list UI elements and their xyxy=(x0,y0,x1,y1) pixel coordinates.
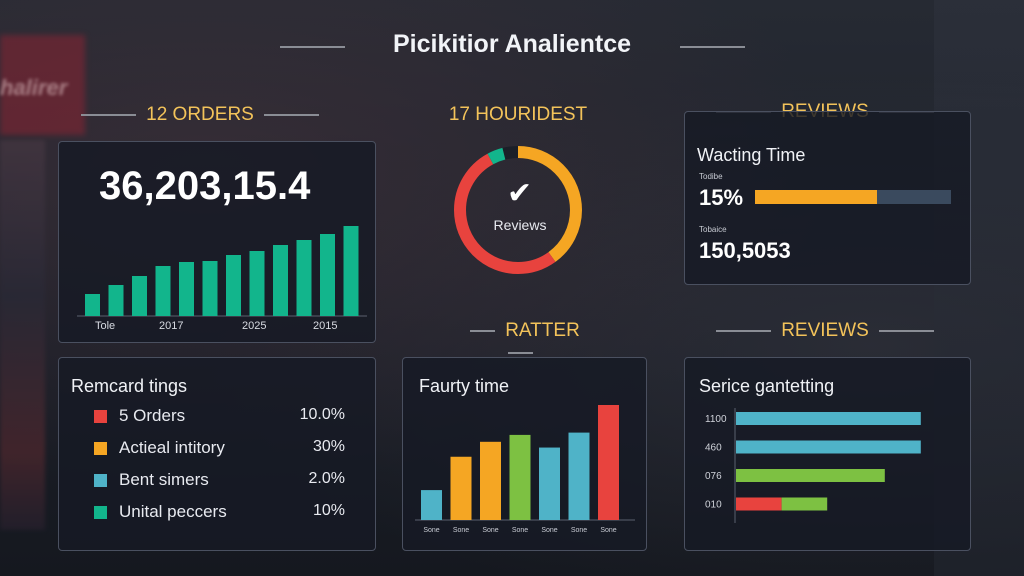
orders-section-label: 12 ORDERS xyxy=(55,104,345,126)
orders-bar xyxy=(179,262,194,316)
orders-label-text: 12 ORDERS xyxy=(146,104,254,125)
donut-section-label: 17 HOURIDEST xyxy=(448,104,588,125)
orders-bar xyxy=(226,255,241,316)
ratter-x-tick: Sone xyxy=(482,527,498,534)
ratter-bar xyxy=(539,447,560,520)
orders-x-tick: Tole xyxy=(95,320,116,332)
legend-item[interactable]: Bent simers 2.0% xyxy=(59,470,359,492)
row1-value: 15% xyxy=(699,185,744,210)
divider xyxy=(878,329,934,332)
service-row-label: 460 xyxy=(705,443,722,454)
divider xyxy=(470,329,496,332)
background-sign-text: halirer xyxy=(0,75,68,100)
legend-item-label: Unital peccers xyxy=(119,502,227,521)
ratter-title: Faurty time xyxy=(419,376,510,396)
orders-bar xyxy=(155,266,171,316)
orders-bar xyxy=(85,294,100,316)
service-bar-segment xyxy=(736,440,921,454)
legend-item-value: 30% xyxy=(312,438,345,455)
ratter-bar xyxy=(509,434,531,520)
ratter-bar xyxy=(421,490,442,520)
orders-bar xyxy=(249,251,265,316)
ratter-x-tick: Sone xyxy=(423,527,439,534)
service-bar-segment xyxy=(736,497,782,511)
waiting-time-progress xyxy=(755,190,951,204)
page-title: Picikitior Analientce xyxy=(392,30,632,58)
service-row-label: 1100 xyxy=(705,414,727,425)
service-bar-segment xyxy=(736,412,921,425)
ratter-x-tick: Sone xyxy=(512,527,528,534)
orders-x-tick: 2017 xyxy=(159,320,184,332)
divider xyxy=(81,113,137,116)
row2-value: 150,5053 xyxy=(699,238,791,263)
reviews-bottom-section-label: REVIEWS xyxy=(700,320,950,342)
legend-item-value: 10.0% xyxy=(299,406,345,423)
orders-bar xyxy=(273,245,288,316)
service-title: Serice gantetting xyxy=(699,376,835,396)
waiting-time-title: Wacting Time xyxy=(697,145,806,165)
legend-panel[interactable]: Remcard tings 5 Orders 10.0% Actieal int… xyxy=(58,357,376,551)
legend-item-label: Bent simers xyxy=(119,470,209,489)
donut-segment xyxy=(454,146,582,274)
legend-item-label: Actieal intitory xyxy=(119,438,225,457)
reviews-donut-chart xyxy=(454,146,582,274)
divider xyxy=(507,351,533,354)
orders-total: 36,203,15.4 xyxy=(99,164,311,208)
waiting-time-progress-fill xyxy=(755,190,877,204)
checkmark-icon: ✔ xyxy=(507,177,533,210)
ratter-bar xyxy=(450,456,472,520)
service-row-label: 076 xyxy=(705,471,722,482)
orders-x-tick: 2025 xyxy=(242,320,267,332)
orders-bar xyxy=(343,226,359,316)
legend-item-value: 10% xyxy=(312,502,345,519)
ratter-x-tick: Sone xyxy=(600,527,616,534)
ratter-x-tick: Sone xyxy=(453,527,469,534)
legend-swatch xyxy=(94,506,107,519)
orders-bar-chart xyxy=(77,226,367,317)
orders-bar xyxy=(296,240,312,316)
legend-item[interactable]: Actieal intitory 30% xyxy=(59,438,359,460)
row2-tiny-label: Tobaice xyxy=(699,225,727,234)
ratter-bar xyxy=(568,432,590,520)
ratter-x-tick: Sone xyxy=(571,527,587,534)
legend-item[interactable]: 5 Orders 10.0% xyxy=(59,406,359,428)
donut-center-label: Reviews xyxy=(493,217,547,233)
orders-x-tick: 2015 xyxy=(313,320,338,332)
ratter-section-label: RATTER xyxy=(440,320,600,364)
ratter-panel[interactable]: Faurty time Sone Sone Sone Sone Sone Sone Sone xyxy=(402,357,647,551)
service-panel[interactable]: Serice gantetting 1100 460 076 010 xyxy=(684,357,971,551)
legend-swatch xyxy=(94,410,107,423)
legend-item[interactable]: Unital peccers 10% xyxy=(59,502,359,524)
legend-item-value: 2.0% xyxy=(308,470,345,487)
legend-swatch xyxy=(94,474,107,487)
orders-bar xyxy=(320,234,335,316)
ratter-bar-chart: Sone Sone Sone Sone Sone Sone Sone xyxy=(415,405,635,534)
service-row-label: 010 xyxy=(705,500,722,511)
orders-panel[interactable]: 36,203,15.4 Tole 2017 2025 2015 xyxy=(58,141,376,343)
ratter-x-tick: Sone xyxy=(541,527,557,534)
orders-bar xyxy=(202,261,218,316)
service-bar-segment xyxy=(781,497,828,511)
ratter-label-text: RATTER xyxy=(505,320,580,341)
service-bar-chart: 1100 460 076 010 xyxy=(705,408,921,523)
divider xyxy=(716,329,772,332)
divider xyxy=(263,113,319,116)
service-bar-segment xyxy=(736,469,885,482)
page-title-wrap: Picikitior Analientce xyxy=(0,30,1024,59)
orders-bar xyxy=(108,285,124,316)
orders-bar xyxy=(132,276,147,316)
reviews-top-panel[interactable]: Wacting Time Todibe 15% Tobaice 150,5053 xyxy=(684,111,971,285)
background-shelf xyxy=(0,140,45,530)
legend-item-label: 5 Orders xyxy=(119,406,186,425)
reviews-bottom-label-text: REVIEWS xyxy=(781,320,869,341)
row1-tiny-label: Todibe xyxy=(699,172,723,181)
donut-segment xyxy=(454,146,582,274)
ratter-bar xyxy=(598,405,619,520)
legend-swatch xyxy=(94,442,107,455)
legend-title: Remcard tings xyxy=(71,376,188,396)
ratter-bar xyxy=(480,441,501,520)
